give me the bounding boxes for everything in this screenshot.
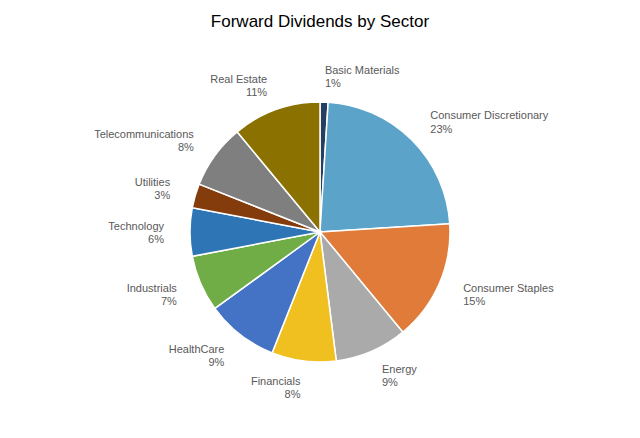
svg-text:Financials8%: Financials8%: [251, 375, 301, 400]
svg-text:Consumer Staples15%: Consumer Staples15%: [463, 282, 554, 307]
svg-text:HealthCare9%: HealthCare9%: [169, 343, 225, 368]
svg-text:Energy9%: Energy9%: [382, 363, 417, 388]
svg-text:Utilities3%: Utilities3%: [135, 176, 171, 201]
svg-text:Consumer Discretionary23%: Consumer Discretionary23%: [430, 109, 548, 134]
svg-text:Telecommunications8%: Telecommunications8%: [94, 128, 194, 153]
svg-text:Technology6%: Technology6%: [108, 220, 164, 245]
svg-text:Industrials7%: Industrials7%: [127, 282, 178, 307]
svg-text:Real Estate11%: Real Estate11%: [210, 73, 267, 98]
html-text:Forward Dividends by Sector: Forward Dividends by Sector: [210, 12, 430, 31]
svg-text:Basic Materials1%: Basic Materials1%: [325, 64, 400, 89]
